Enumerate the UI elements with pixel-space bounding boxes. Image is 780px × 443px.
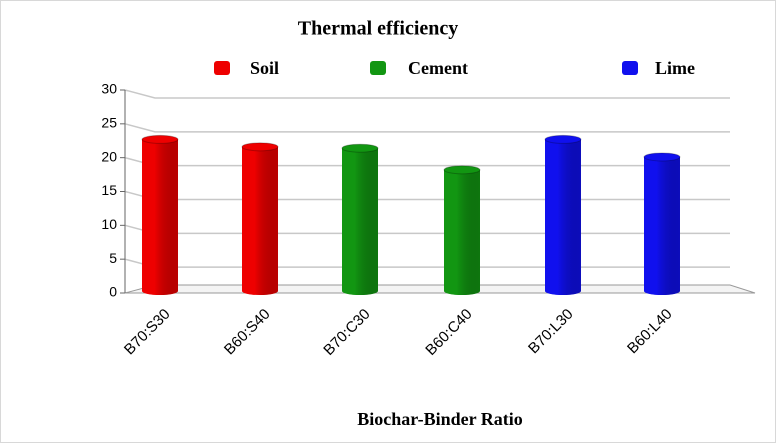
legend-marker (214, 61, 230, 75)
bar-top (643, 152, 681, 162)
legend-label: Soil (250, 58, 279, 78)
bar-shade (545, 139, 581, 295)
grid-line (124, 123, 730, 133)
y-tick-label: 0 (109, 284, 117, 300)
bar-top (341, 143, 379, 153)
y-tick-label: 30 (101, 81, 117, 97)
bar-top (241, 142, 279, 152)
bar-shade (444, 169, 480, 295)
y-tick-label: 20 (101, 148, 117, 164)
bar-top (544, 134, 582, 144)
bar-shade (342, 148, 378, 295)
legend-label: Lime (655, 58, 695, 78)
x-axis-label: Biochar-Binder Ratio (357, 409, 523, 429)
y-tick-label: 5 (109, 250, 117, 266)
legend-label: Cement (408, 58, 468, 78)
y-tick-label: 25 (101, 115, 117, 131)
bar-shade (644, 156, 680, 295)
grid-line (124, 89, 730, 99)
bar-shade (242, 146, 278, 295)
legend-marker (622, 61, 638, 75)
bar-top (443, 165, 481, 175)
y-tick-label: 10 (101, 216, 117, 232)
bar-top (141, 134, 179, 144)
chart-title: Thermal efficiency (298, 18, 459, 40)
bar-shade (142, 139, 178, 295)
legend-marker (370, 61, 386, 75)
y-tick-label: 15 (101, 182, 117, 198)
